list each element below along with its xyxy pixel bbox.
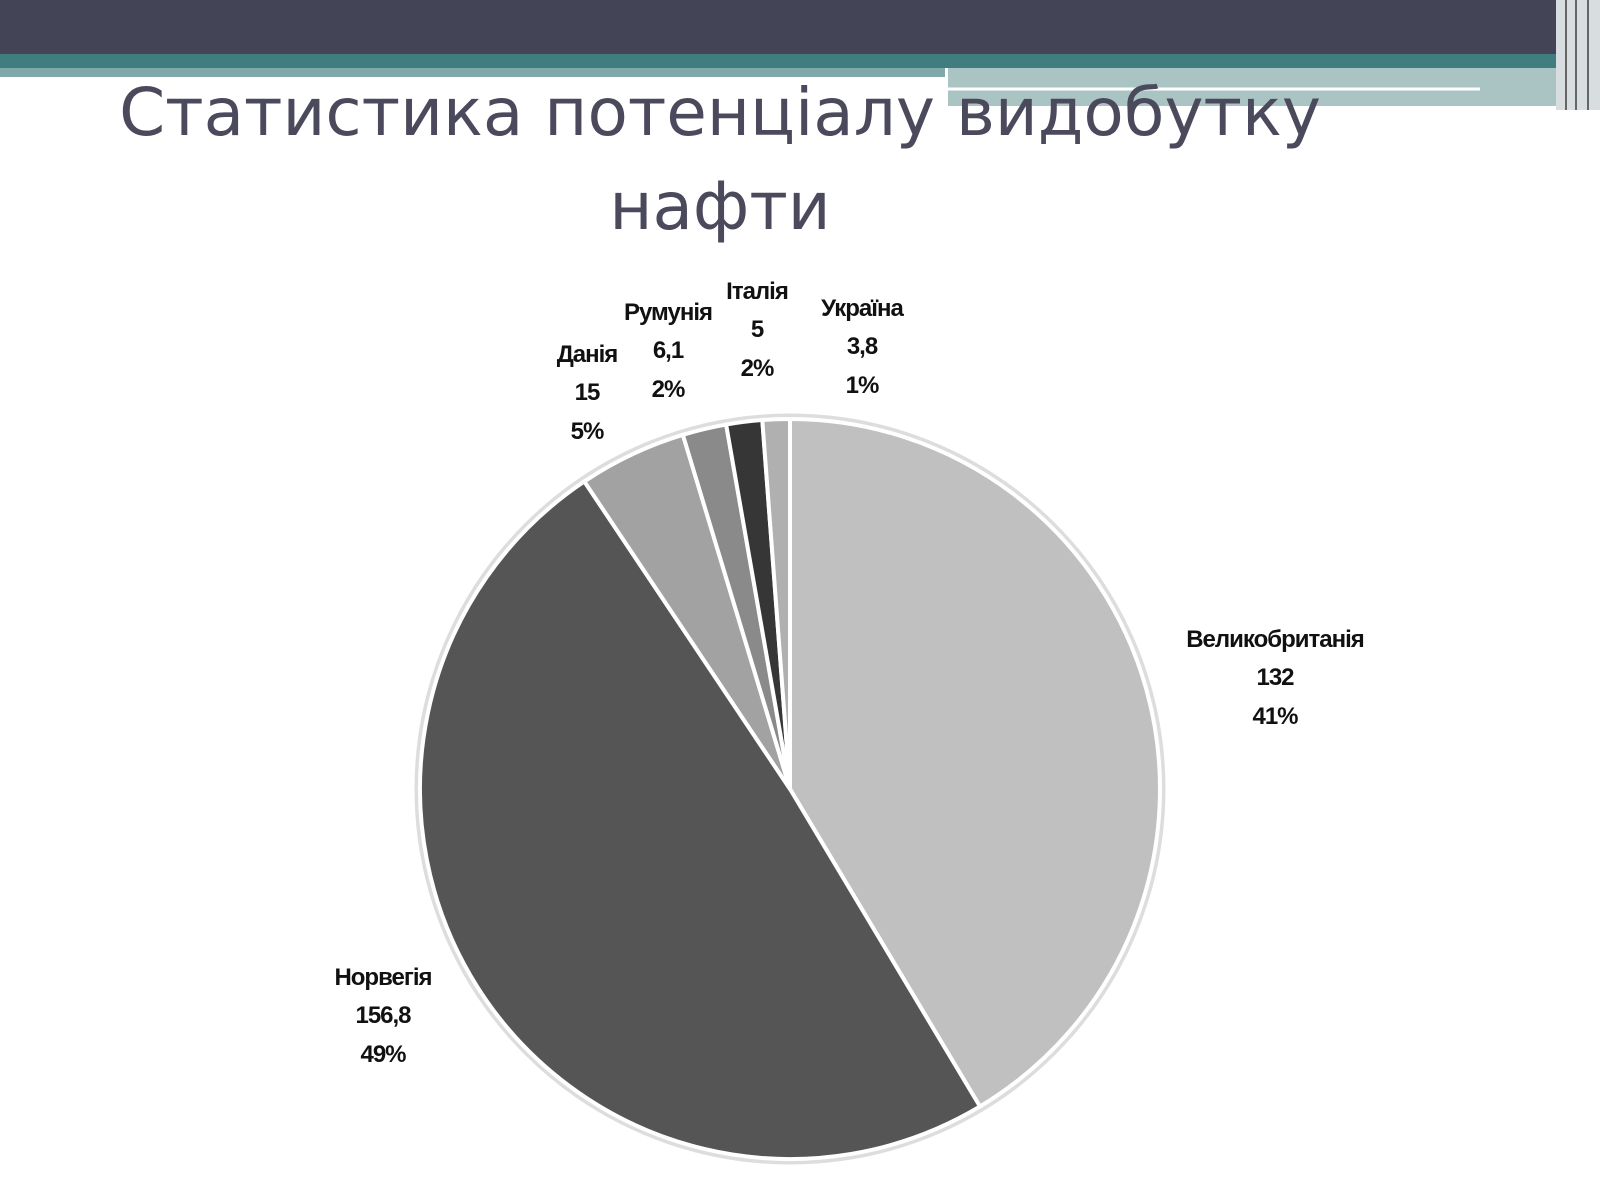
pie-slice (788, 416, 1162, 1110)
slice-value-label: 15 (575, 379, 600, 406)
slice-value-label: 6,1 (653, 337, 684, 364)
slice-category-label: Італія (726, 278, 788, 305)
slice-value-label: 132 (1256, 664, 1294, 691)
slice-percent-label: 2% (741, 355, 774, 382)
slice-category-label: Румунія (624, 299, 712, 326)
header-bar (0, 0, 1600, 54)
header-stripe-right (948, 68, 1560, 106)
slice-category-label: Данія (557, 341, 618, 368)
slice-category-label: Норвегія (334, 964, 431, 991)
slice-value-label: 5 (751, 316, 764, 343)
slice-value-label: 156,8 (355, 1002, 411, 1029)
slice-category-label: Україна (821, 295, 904, 322)
header-stripe-light (0, 68, 945, 77)
slice-value-label: 3,8 (847, 333, 878, 360)
slice-percent-label: 2% (652, 376, 685, 403)
pie-slice (760, 416, 792, 790)
header-stripe (0, 54, 1560, 68)
slice-percent-label: 5% (571, 418, 604, 445)
pie (414, 413, 1166, 1165)
chart-title: Статистика потенціалу видобутку нафти (119, 74, 1321, 245)
slice-percent-label: 41% (1252, 703, 1298, 730)
slice-percent-label: 49% (360, 1041, 406, 1068)
slice-category-label: Великобританія (1186, 626, 1364, 653)
pie-slice (418, 478, 983, 1161)
slice-percent-label: 1% (846, 372, 879, 399)
side-lines (1556, 0, 1600, 110)
pie-shadow (414, 413, 1166, 1165)
